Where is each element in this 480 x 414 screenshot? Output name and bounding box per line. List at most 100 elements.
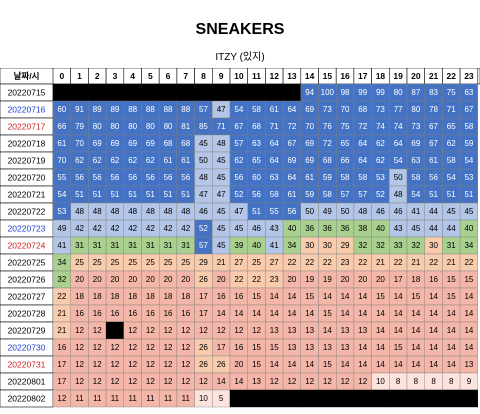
heat-value: 14 <box>394 292 403 301</box>
heat-value: 31 <box>110 241 119 250</box>
heat-value: 62 <box>110 156 119 165</box>
heat-value: 20 <box>146 275 155 284</box>
heat-value: 55 <box>57 173 66 182</box>
heat-value: 11 <box>182 394 191 403</box>
empty-cell <box>459 389 479 408</box>
heat-value: 15 <box>411 292 420 301</box>
hour-label: 21 <box>429 71 439 81</box>
heat-value: 43 <box>270 224 279 233</box>
heat-value: 12 <box>93 377 102 386</box>
heat-value: 18 <box>110 292 119 301</box>
heat-value: 58 <box>252 105 261 114</box>
heat-value: 61 <box>57 139 66 148</box>
heat-value: 14 <box>376 309 385 318</box>
hour-label: 11 <box>252 71 261 81</box>
hour-label: 4 <box>130 71 135 81</box>
date-label: 20220725 <box>8 258 46 268</box>
heat-value: 99 <box>376 88 385 97</box>
heat-value: 15 <box>323 309 332 318</box>
heat-value: 80 <box>128 122 137 131</box>
heat-value: 34 <box>287 241 296 250</box>
heat-value: 41 <box>57 241 66 250</box>
heat-value: 47 <box>199 190 208 199</box>
heat-value: 64 <box>270 139 279 148</box>
heat-value: 70 <box>75 139 84 148</box>
heat-value: 45 <box>217 207 226 216</box>
heat-value: 50 <box>341 207 350 216</box>
date-label: 20220727 <box>8 292 46 302</box>
heat-value: 80 <box>411 105 420 114</box>
heat-value: 57 <box>234 139 243 148</box>
heat-value: 8 <box>431 377 436 386</box>
heat-value: 11 <box>111 394 120 403</box>
heat-value: 80 <box>146 122 155 131</box>
empty-cell <box>212 83 231 102</box>
heat-value: 14 <box>429 326 438 335</box>
heat-value: 22 <box>358 258 367 267</box>
heat-value: 63 <box>252 139 261 148</box>
date-label: 20220717 <box>8 122 46 132</box>
empty-cell <box>247 83 266 102</box>
heat-value: 48 <box>164 207 173 216</box>
heat-value: 14 <box>411 309 420 318</box>
heat-value: 46 <box>199 207 208 216</box>
heat-value: 15 <box>464 275 473 284</box>
heat-value: 11 <box>75 394 84 403</box>
heat-value: 44 <box>429 207 438 216</box>
heat-value: 13 <box>341 343 350 352</box>
heat-value: 69 <box>305 156 314 165</box>
empty-cell <box>406 389 425 408</box>
empty-cell <box>158 83 178 102</box>
heat-value: 64 <box>287 173 296 182</box>
heat-value: 12 <box>270 377 279 386</box>
empty-cell <box>442 389 461 408</box>
heat-value: 48 <box>181 207 190 216</box>
heatmap-grid: 날짜/시 0 1 2 3 4 5 6 7 8 9 10 11 12 13 14 15 16 17 18 19 20 21 22… <box>0 68 480 408</box>
empty-cell <box>389 389 408 408</box>
heat-value: 56 <box>164 173 173 182</box>
heat-value: 48 <box>128 207 137 216</box>
heat-value: 31 <box>75 241 84 250</box>
heat-value: 21 <box>411 258 420 267</box>
hour-label: 18 <box>376 71 386 81</box>
heat-value: 25 <box>75 258 84 267</box>
heat-value: 54 <box>464 156 473 165</box>
hour-label: 12 <box>270 71 280 81</box>
heat-value: 14 <box>464 309 473 318</box>
heat-value: 88 <box>181 105 190 114</box>
heat-value: 34 <box>57 258 66 267</box>
heat-value: 22 <box>287 258 296 267</box>
hour-label: 0 <box>59 71 64 81</box>
heat-value: 62 <box>376 139 385 148</box>
heat-value: 22 <box>234 275 243 284</box>
heat-value: 56 <box>110 173 119 182</box>
heat-value: 30 <box>429 241 438 250</box>
date-label: 20220718 <box>8 139 46 149</box>
heat-value: 42 <box>181 224 190 233</box>
heat-value: 88 <box>146 105 155 114</box>
heat-value: 42 <box>146 224 155 233</box>
heat-value: 16 <box>429 275 438 284</box>
heat-value: 42 <box>110 224 119 233</box>
heat-value: 14 <box>429 360 438 369</box>
heat-value: 57 <box>199 241 208 250</box>
hour-label: 14 <box>305 71 315 81</box>
heat-value: 14 <box>429 292 438 301</box>
heat-value: 39 <box>234 241 243 250</box>
heat-value: 67 <box>287 139 296 148</box>
heat-value: 8 <box>396 377 401 386</box>
corner-label: 날짜/시 <box>14 71 40 81</box>
heat-value: 25 <box>164 258 173 267</box>
heat-value: 14 <box>358 292 367 301</box>
heat-value: 51 <box>93 190 102 199</box>
heat-value: 70 <box>341 105 350 114</box>
heat-value: 49 <box>323 207 332 216</box>
heat-value: 16 <box>110 309 119 318</box>
heat-value: 71 <box>447 105 456 114</box>
heat-value: 56 <box>429 173 438 182</box>
heat-value: 45 <box>464 207 473 216</box>
heat-value: 16 <box>234 292 243 301</box>
heat-value: 62 <box>75 156 84 165</box>
heat-value: 12 <box>93 343 102 352</box>
heat-value: 68 <box>252 122 261 131</box>
